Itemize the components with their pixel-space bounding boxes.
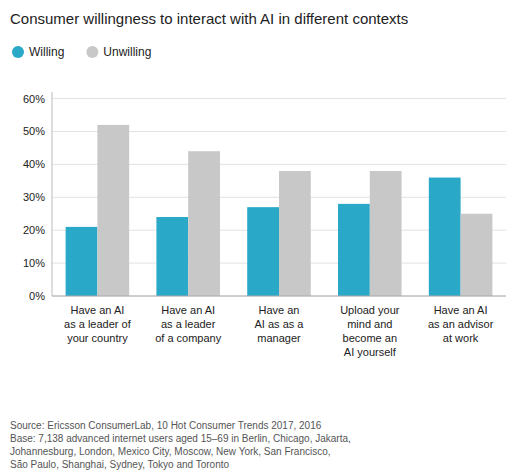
legend-label: Unwilling [103, 45, 151, 59]
y-tick-label: 50% [23, 125, 45, 137]
y-tick-label: 20% [23, 224, 45, 236]
y-tick-label: 60% [23, 93, 45, 105]
legend-swatch [86, 46, 98, 58]
x-tick-label: Have an AIas a leaderof a company [155, 304, 222, 344]
bar [188, 151, 220, 296]
y-tick-label: 40% [23, 158, 45, 170]
bar [156, 217, 188, 296]
bar [66, 227, 98, 296]
legend-label: Willing [29, 45, 64, 59]
x-tick-label: Have anAI as as amanager [255, 304, 305, 344]
grid-line [52, 296, 506, 297]
bar [279, 171, 311, 296]
legend-swatch [12, 46, 24, 58]
chart-svg: Consumer willingness to interact with AI… [0, 0, 520, 476]
bars [66, 125, 493, 296]
y-axis: 0% 10% 20% 30% 40% 50% 60% [23, 92, 506, 302]
y-tick-label: 0% [29, 290, 45, 302]
bar [338, 204, 370, 296]
bar [429, 178, 461, 296]
legend: Willing Unwilling [12, 45, 151, 59]
x-tick-label: Have an AIas a leader ofyour country [64, 304, 132, 344]
bar [461, 214, 493, 296]
y-tick-label: 10% [23, 257, 45, 269]
y-tick-label: 30% [23, 191, 45, 203]
bar [247, 207, 279, 296]
y-axis-line [52, 92, 53, 296]
x-tick-label: Have an AIas an advisorat work [428, 304, 494, 344]
title: Consumer willingness to interact with AI… [10, 10, 408, 27]
source-note: Source: Ericsson ConsumerLab, 10 Hot Con… [10, 420, 351, 470]
bar [370, 171, 402, 296]
chart-container: Consumer willingness to interact with AI… [0, 0, 520, 476]
x-axis: Have an AIas a leader ofyour country Have… [64, 304, 494, 358]
bar [97, 125, 129, 296]
grid-line [52, 98, 506, 99]
x-axis-line [52, 296, 506, 297]
x-tick-label: Upload yourmind andbecome anAI yourself [340, 304, 400, 358]
